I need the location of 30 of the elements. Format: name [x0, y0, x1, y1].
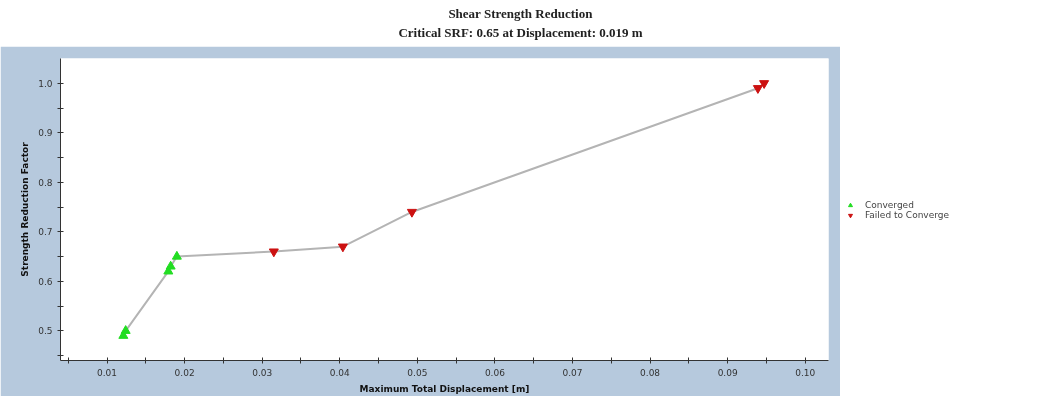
y-tick-label: 0.9 — [38, 128, 53, 139]
point — [165, 260, 176, 270]
x-tick-label: 0.01 — [97, 367, 118, 378]
point — [120, 325, 131, 334]
point — [171, 250, 182, 260]
x-tick-label: 0.08 — [640, 367, 661, 378]
point — [406, 208, 417, 218]
x-tick-label: 0.09 — [717, 367, 738, 378]
x-tick-label: 0.04 — [329, 367, 351, 378]
point — [759, 80, 770, 89]
y-tick-label: 0.5 — [38, 326, 53, 337]
chart-subtitle: Critical SRF: 0.65 at Displacement: 0.019 m — [398, 25, 643, 41]
x-tick-label: 0.03 — [252, 367, 273, 378]
y-tick-label: 0.7 — [38, 227, 53, 238]
x-tick-label: 0.07 — [562, 367, 583, 378]
legend-label: Failed to Converge — [865, 210, 950, 220]
chart-title: Shear Strength Reduction — [448, 5, 594, 21]
x-tick-label: 0.05 — [407, 367, 428, 378]
point — [268, 248, 279, 258]
x-tick-label: 0.10 — [795, 367, 816, 378]
x-tick-label: 0.06 — [484, 367, 506, 378]
point — [752, 85, 763, 94]
y-axis-title: Strength Reduction Factor — [20, 141, 31, 277]
y-tick-label: 0.6 — [38, 276, 53, 287]
x-tick-label: 0.02 — [174, 367, 195, 378]
y-tick-label: 0.8 — [38, 177, 53, 188]
point — [337, 243, 348, 253]
y-tick-label: 1.0 — [38, 78, 53, 89]
legend-label: Converged — [865, 200, 914, 210]
x-axis-title: Maximum Total Displacement [m] — [359, 383, 530, 394]
